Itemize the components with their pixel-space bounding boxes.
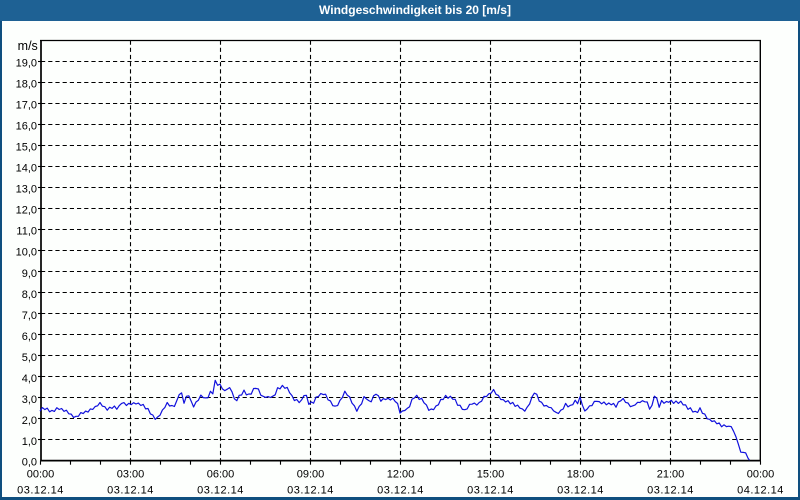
svg-text:15,0: 15,0	[16, 141, 37, 153]
svg-text:09:00: 09:00	[297, 469, 325, 481]
svg-text:03.12.14: 03.12.14	[287, 485, 334, 497]
svg-text:03.12.14: 03.12.14	[557, 485, 604, 497]
svg-text:19,0: 19,0	[16, 57, 37, 69]
svg-text:13,0: 13,0	[16, 184, 37, 196]
svg-text:10,0: 10,0	[16, 247, 37, 259]
svg-text:00:00: 00:00	[747, 469, 775, 481]
svg-text:03.12.14: 03.12.14	[467, 485, 514, 497]
svg-text:1,0: 1,0	[22, 436, 37, 448]
svg-text:17,0: 17,0	[16, 99, 37, 111]
svg-text:03.12.14: 03.12.14	[647, 485, 694, 497]
svg-text:12:00: 12:00	[387, 469, 415, 481]
svg-text:03.12.14: 03.12.14	[197, 485, 244, 497]
svg-text:18:00: 18:00	[567, 469, 595, 481]
svg-text:12,0: 12,0	[16, 205, 37, 217]
svg-text:6,0: 6,0	[22, 331, 37, 343]
svg-text:03.12.14: 03.12.14	[17, 485, 64, 497]
svg-text:18,0: 18,0	[16, 78, 37, 90]
svg-text:03.12.14: 03.12.14	[377, 485, 424, 497]
svg-text:0,0: 0,0	[22, 457, 37, 469]
svg-text:11,0: 11,0	[16, 226, 37, 238]
svg-text:8,0: 8,0	[22, 289, 37, 301]
svg-text:7,0: 7,0	[22, 310, 37, 322]
svg-text:14,0: 14,0	[16, 163, 37, 175]
svg-text:06:00: 06:00	[207, 469, 235, 481]
svg-text:2,0: 2,0	[22, 415, 37, 427]
svg-text:5,0: 5,0	[22, 352, 37, 364]
svg-text:04.12.14: 04.12.14	[737, 485, 784, 497]
svg-text:3,0: 3,0	[22, 394, 37, 406]
svg-text:15:00: 15:00	[477, 469, 505, 481]
svg-text:16,0: 16,0	[16, 120, 37, 132]
svg-text:Windgeschwindigkeit bis 20 [m/: Windgeschwindigkeit bis 20 [m/s]	[319, 3, 511, 17]
svg-text:03.12.14: 03.12.14	[107, 485, 154, 497]
svg-text:m/s: m/s	[18, 39, 38, 53]
svg-text:03:00: 03:00	[117, 469, 145, 481]
svg-text:9,0: 9,0	[22, 268, 37, 280]
svg-text:21:00: 21:00	[657, 469, 685, 481]
svg-text:4,0: 4,0	[22, 373, 37, 385]
svg-text:00:00: 00:00	[27, 469, 55, 481]
